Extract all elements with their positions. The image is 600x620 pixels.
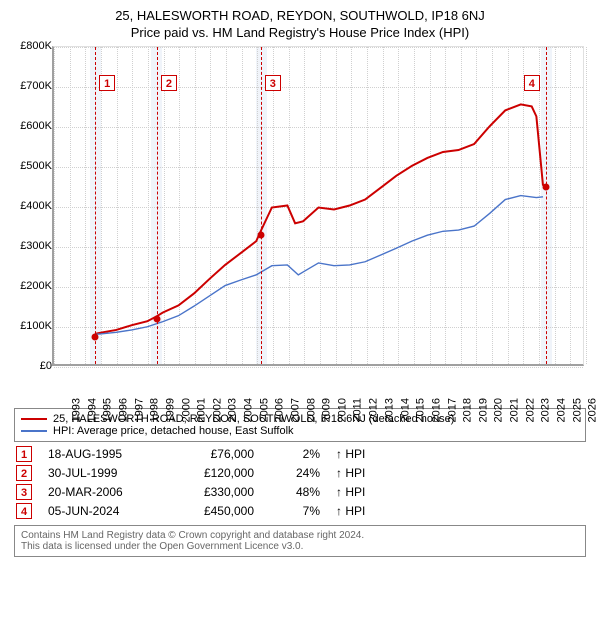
y-tick-label: £200K xyxy=(20,280,52,292)
x-tick-label: 1994 xyxy=(86,398,98,422)
x-tick-label: 2016 xyxy=(430,398,442,422)
sale-point xyxy=(257,232,264,239)
x-tick-label: 2004 xyxy=(243,398,255,422)
legend-swatch xyxy=(21,418,47,420)
sale-row: 1 18-AUG-1995 £76,000 2% ↑ HPI xyxy=(16,446,584,462)
sale-index: 3 xyxy=(16,484,32,500)
page-subtitle: Price paid vs. HM Land Registry's House … xyxy=(6,25,594,40)
x-tick-label: 2009 xyxy=(321,398,333,422)
sale-index: 1 xyxy=(16,446,32,462)
x-tick-label: 2008 xyxy=(305,398,317,422)
y-tick-label: £400K xyxy=(20,200,52,212)
sale-price: £450,000 xyxy=(174,504,254,518)
x-tick-label: 2007 xyxy=(290,398,302,422)
sale-date: 30-JUL-1999 xyxy=(48,466,158,480)
footer-line-2: This data is licensed under the Open Gov… xyxy=(21,541,579,552)
y-tick-label: £300K xyxy=(20,240,52,252)
sale-row: 3 20-MAR-2006 £330,000 48% ↑ HPI xyxy=(16,484,584,500)
price-chart: 1 2 3 4 £0 £100K £200K £300K £400K £500K £600K £70… xyxy=(6,42,594,402)
x-tick-label: 2014 xyxy=(399,398,411,422)
legend-swatch xyxy=(21,430,47,432)
footer-attribution: Contains HM Land Registry data © Crown c… xyxy=(14,525,586,557)
sale-index: 4 xyxy=(16,503,32,519)
sale-direction: ↑ HPI xyxy=(336,504,396,518)
x-tick-label: 2013 xyxy=(383,398,395,422)
x-tick-label: 2024 xyxy=(556,398,568,422)
y-tick-label: £800K xyxy=(20,40,52,52)
x-tick-label: 2022 xyxy=(524,398,536,422)
legend-label: HPI: Average price, detached house, East… xyxy=(53,425,294,437)
marker-line xyxy=(261,47,262,364)
x-tick-label: 2017 xyxy=(446,398,458,422)
sale-pct: 48% xyxy=(270,485,320,499)
legend-item: HPI: Average price, detached house, East… xyxy=(21,425,579,437)
series-svg xyxy=(54,47,583,364)
x-tick-label: 2005 xyxy=(258,398,270,422)
sale-price: £76,000 xyxy=(174,447,254,461)
footer-line-1: Contains HM Land Registry data © Crown c… xyxy=(21,530,579,541)
plot-area: 1 2 3 4 xyxy=(52,46,584,366)
marker-line xyxy=(95,47,96,364)
gridline-v xyxy=(586,47,587,364)
sale-date: 05-JUN-2024 xyxy=(48,504,158,518)
sale-row: 4 05-JUN-2024 £450,000 7% ↑ HPI xyxy=(16,503,584,519)
x-tick-label: 1996 xyxy=(117,398,129,422)
x-tick-label: 2015 xyxy=(415,398,427,422)
y-tick-label: £100K xyxy=(20,320,52,332)
x-tick-label: 2020 xyxy=(493,398,505,422)
x-tick-label: 1998 xyxy=(149,398,161,422)
x-tick-label: 2003 xyxy=(227,398,239,422)
series-property xyxy=(95,104,543,333)
x-tick-label: 2002 xyxy=(211,398,223,422)
x-tick-label: 2026 xyxy=(587,398,599,422)
marker-box: 4 xyxy=(524,75,540,91)
marker-box: 1 xyxy=(99,75,115,91)
x-tick-label: 2000 xyxy=(180,398,192,422)
x-tick-label: 1999 xyxy=(164,398,176,422)
sale-direction: ↑ HPI xyxy=(336,447,396,461)
y-tick-label: £500K xyxy=(20,160,52,172)
x-tick-label: 2025 xyxy=(571,398,583,422)
sale-direction: ↑ HPI xyxy=(336,485,396,499)
sale-direction: ↑ HPI xyxy=(336,466,396,480)
sale-point xyxy=(153,316,160,323)
y-tick-label: £0 xyxy=(40,360,52,372)
x-tick-label: 2010 xyxy=(336,398,348,422)
sale-price: £330,000 xyxy=(174,485,254,499)
sale-date: 18-AUG-1995 xyxy=(48,447,158,461)
x-tick-label: 2019 xyxy=(477,398,489,422)
x-tick-label: 2006 xyxy=(274,398,286,422)
sale-point xyxy=(92,333,99,340)
sale-pct: 2% xyxy=(270,447,320,461)
x-tick-label: 1993 xyxy=(70,398,82,422)
x-tick-label: 2018 xyxy=(462,398,474,422)
marker-line xyxy=(546,47,547,364)
sales-table: 1 18-AUG-1995 £76,000 2% ↑ HPI 2 30-JUL-1999 £1… xyxy=(6,446,594,519)
x-tick-label: 2023 xyxy=(540,398,552,422)
sale-point xyxy=(542,184,549,191)
page-title: 25, HALESWORTH ROAD, REYDON, SOUTHWOLD, … xyxy=(6,8,594,23)
x-tick-label: 2001 xyxy=(196,398,208,422)
gridline-h xyxy=(54,367,583,368)
marker-box: 3 xyxy=(265,75,281,91)
y-tick-label: £700K xyxy=(20,80,52,92)
y-tick-label: £600K xyxy=(20,120,52,132)
x-tick-label: 2012 xyxy=(368,398,380,422)
sale-row: 2 30-JUL-1999 £120,000 24% ↑ HPI xyxy=(16,465,584,481)
sale-pct: 7% xyxy=(270,504,320,518)
marker-box: 2 xyxy=(161,75,177,91)
x-tick-label: 2011 xyxy=(351,398,363,422)
sale-price: £120,000 xyxy=(174,466,254,480)
sale-date: 20-MAR-2006 xyxy=(48,485,158,499)
x-tick-label: 1997 xyxy=(133,398,145,422)
x-tick-label: 2021 xyxy=(509,398,521,422)
sale-index: 2 xyxy=(16,465,32,481)
sale-pct: 24% xyxy=(270,466,320,480)
x-tick-label: 1995 xyxy=(102,398,114,422)
